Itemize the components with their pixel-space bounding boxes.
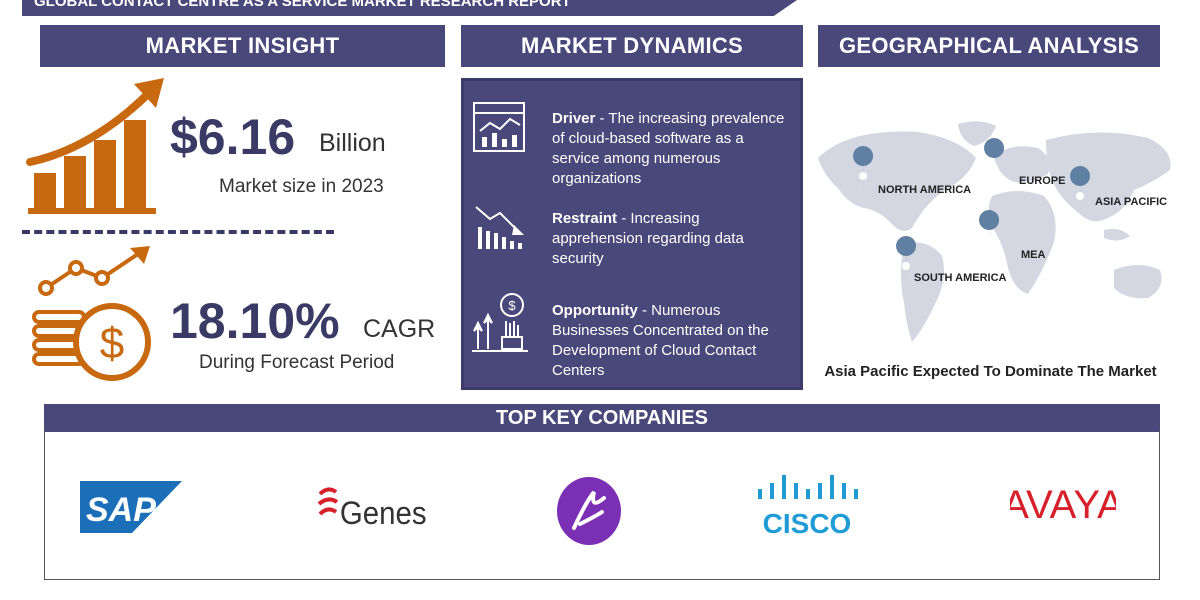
- restraint-text: - Increasing apprehension regarding data…: [552, 210, 744, 267]
- cisco-logo: CISCO: [758, 475, 858, 537]
- growth-chart-icon: [26, 78, 164, 214]
- cagr-caption: During Forecast Period: [199, 352, 395, 373]
- pin-asia-pacific-icon: [1070, 166, 1091, 214]
- region-label-mea: MEA: [1021, 249, 1046, 261]
- region-label-south-america: SOUTH AMERICA: [914, 272, 1007, 284]
- sap-logo: SAP: [80, 481, 182, 533]
- avaya-logo: AVAYA: [1010, 483, 1116, 526]
- genesys-logo: Genesys: [317, 487, 426, 531]
- svg-text:Genesys: Genesys: [340, 495, 426, 531]
- svg-text:SAP: SAP: [86, 491, 156, 529]
- svg-text:$: $: [100, 319, 124, 368]
- cagr-unit: CAGR: [363, 315, 436, 343]
- market-dynamics-header: MARKET DYNAMICS: [461, 25, 803, 67]
- pin-europe-icon: [984, 138, 1005, 186]
- alcatel-lucent-logo: [557, 477, 621, 545]
- region-label-north-america: NORTH AMERICA: [878, 184, 972, 196]
- companies-box: [44, 430, 1160, 580]
- market-dynamics-panel: Driver - The increasing prevalence of cl…: [461, 78, 803, 390]
- driver-label: Driver: [552, 110, 596, 127]
- region-label-europe: EUROPE: [1019, 175, 1066, 187]
- region-label-asia-pacific: ASIA PACIFIC: [1095, 196, 1168, 208]
- opportunity-item: Opportunity - Numerous Businesses Concen…: [552, 301, 792, 381]
- report-title: GLOBAL CONTACT CENTRE AS A SERVICE MARKE…: [22, 0, 797, 16]
- top-key-companies-header: TOP KEY COMPANIES: [44, 404, 1160, 432]
- opportunity-label: Opportunity: [552, 302, 638, 319]
- restraint-label: Restraint: [552, 210, 618, 227]
- driver-item: Driver - The increasing prevalence of cl…: [552, 109, 792, 189]
- pin-south-america-icon: [896, 236, 917, 284]
- market-size-unit: Billion: [319, 129, 386, 157]
- cagr-value: 18.10%: [170, 293, 340, 349]
- driver-text: - The increasing prevalence of cloud-bas…: [552, 110, 785, 187]
- pin-north-america-icon: [853, 146, 874, 194]
- svg-text:CISCO: CISCO: [763, 508, 852, 537]
- location-pins: [853, 138, 1091, 284]
- market-insight-header: MARKET INSIGHT: [40, 25, 445, 67]
- dashboard-icon: [473, 102, 525, 152]
- opportunity-growth-icon: $: [472, 293, 528, 352]
- geography-caption: Asia Pacific Expected To Dominate The Ma…: [824, 363, 1157, 380]
- svg-text:$: $: [508, 298, 516, 313]
- pin-mea-icon: [979, 210, 1000, 258]
- dashed-divider: [22, 230, 334, 234]
- dollar-coins-icon: $: [32, 246, 151, 381]
- declining-bars-icon: [475, 206, 524, 249]
- market-size-caption: Market size in 2023: [219, 176, 384, 197]
- market-size-value: $6.16: [170, 109, 296, 165]
- world-map: [818, 121, 1171, 342]
- geographical-analysis-header: GEOGRAPHICAL ANALYSIS: [818, 25, 1160, 67]
- svg-text:AVAYA: AVAYA: [1010, 483, 1116, 526]
- restraint-item: Restraint - Increasing apprehension rega…: [552, 209, 792, 269]
- opportunity-text: - Numerous Businesses Concentrated on th…: [552, 302, 769, 379]
